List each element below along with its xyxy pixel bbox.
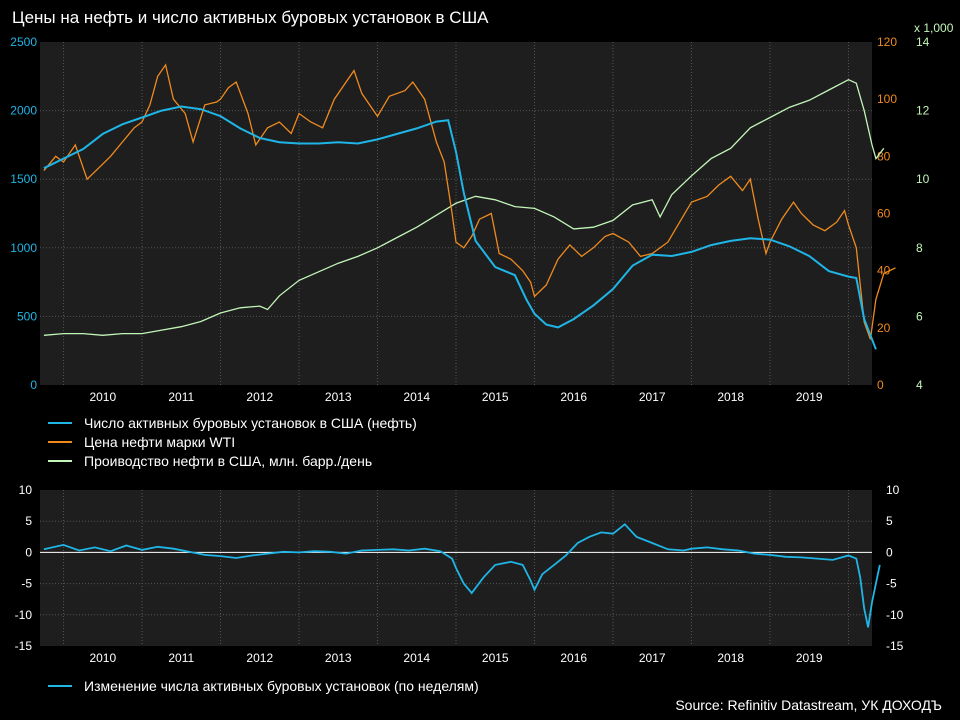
legend-label-wti: Цена нефти марки WTI [84, 433, 236, 450]
left-axis-tick-label: 500 [17, 309, 37, 323]
left-axis-tick-label: 10 [19, 483, 33, 497]
left-axis-tick-label: -15 [15, 639, 33, 653]
x-tick-label: 2010 [89, 390, 116, 404]
top-legend: Число активных буровых установок в США (… [48, 413, 417, 470]
x-tick-label: 2016 [560, 651, 587, 665]
x-tick-label: 2017 [639, 651, 666, 665]
x-tick-label: 2018 [717, 390, 744, 404]
left-axis-tick-label: 5 [25, 514, 32, 528]
right-axis-production-tick-label: 6 [916, 309, 923, 323]
x-tick-label: 2011 [168, 390, 194, 404]
right-axis-tick-label: 0 [886, 545, 893, 559]
x-tick-label: 2011 [168, 651, 194, 665]
x-tick-label: 2017 [639, 390, 666, 404]
right-axis-tick-label: 10 [886, 483, 900, 497]
legend-item-production: Проиводство нефти в США, млн. барр./день [48, 451, 417, 470]
x-tick-label: 2013 [325, 390, 352, 404]
right-axis-production-tick-label: 8 [916, 241, 923, 255]
left-axis-tick-label: 1500 [10, 172, 37, 186]
x-tick-label: 2014 [403, 651, 430, 665]
right-axis-wti-tick-label: 120 [877, 35, 897, 49]
right-axis-tick-label: -10 [886, 608, 904, 622]
left-axis-tick-label: -5 [21, 577, 32, 591]
left-axis-tick-label: 1000 [10, 241, 37, 255]
right-axis-wti-tick-label: 20 [877, 321, 891, 335]
x-tick-label: 2010 [89, 651, 116, 665]
right-axis-wti-tick-label: 100 [877, 92, 897, 106]
left-axis-tick-label: 0 [30, 378, 37, 392]
x-tick-label: 2012 [246, 390, 273, 404]
left-axis-tick-label: 0 [25, 545, 32, 559]
production-unit-label: x 1,000 [914, 21, 954, 35]
right-axis-production-tick-label: 12 [916, 104, 930, 118]
x-tick-label: 2014 [403, 390, 430, 404]
right-axis-tick-label: 5 [886, 514, 893, 528]
right-axis-wti-tick-label: 80 [877, 149, 891, 163]
x-tick-label: 2019 [796, 390, 823, 404]
legend-swatch-wti [48, 440, 72, 443]
left-axis-tick-label: 2000 [10, 104, 37, 118]
chart-title: Цены на нефть и число активных буровых у… [12, 8, 489, 27]
legend-label-weekly-change: Изменение числа активных буровых установ… [84, 677, 479, 694]
series-line-weekly-change [43, 523, 881, 628]
x-tick-label: 2013 [325, 651, 352, 665]
x-tick-label: 2012 [246, 651, 273, 665]
series-line-rigs [43, 105, 877, 350]
right-axis-production-tick-label: 10 [916, 172, 930, 186]
legend-item-weekly-change: Изменение числа активных буровых установ… [48, 676, 479, 695]
legend-swatch-production [48, 459, 72, 462]
source-note: Source: Refinitiv Datastream, УК ДОХОДЪ [675, 697, 942, 713]
x-tick-label: 2015 [482, 651, 509, 665]
top-chart: 2010 2011 2012 2013 2014 2015 2016 2017 2018 2019… [10, 21, 953, 404]
right-axis-tick-label: -5 [886, 577, 897, 591]
left-axis-tick-label: -10 [15, 608, 33, 622]
right-axis-production-tick-label: 4 [916, 378, 923, 392]
right-axis-wti-tick-label: 40 [877, 264, 891, 278]
x-tick-label: 2016 [560, 390, 587, 404]
legend-item-rigs: Число активных буровых установок в США (… [48, 413, 417, 432]
legend-label-production: Проиводство нефти в США, млн. барр./день [84, 452, 373, 469]
series-line-production [43, 78, 885, 336]
x-tick-label: 2015 [482, 390, 509, 404]
x-tick-label: 2019 [796, 651, 823, 665]
x-tick-label: 2018 [717, 651, 744, 665]
right-axis-wti-tick-label: 0 [877, 378, 884, 392]
left-axis-tick-label: 2500 [10, 35, 37, 49]
right-axis-tick-label: -15 [886, 639, 904, 653]
bottom-chart: 2010 2011 2012 2013 2014 2015 2016 2017 2018 2019… [15, 483, 904, 665]
series-line-wti [43, 63, 896, 340]
legend-swatch-rigs [48, 421, 72, 424]
legend-swatch-weekly-change [48, 684, 72, 687]
legend-label-rigs: Число активных буровых установок в США (… [84, 414, 417, 431]
right-axis-wti-tick-label: 60 [877, 207, 891, 221]
bottom-legend: Изменение числа активных буровых установ… [48, 676, 479, 695]
right-axis-production-tick-label: 14 [916, 35, 930, 49]
legend-item-wti: Цена нефти марки WTI [48, 432, 417, 451]
